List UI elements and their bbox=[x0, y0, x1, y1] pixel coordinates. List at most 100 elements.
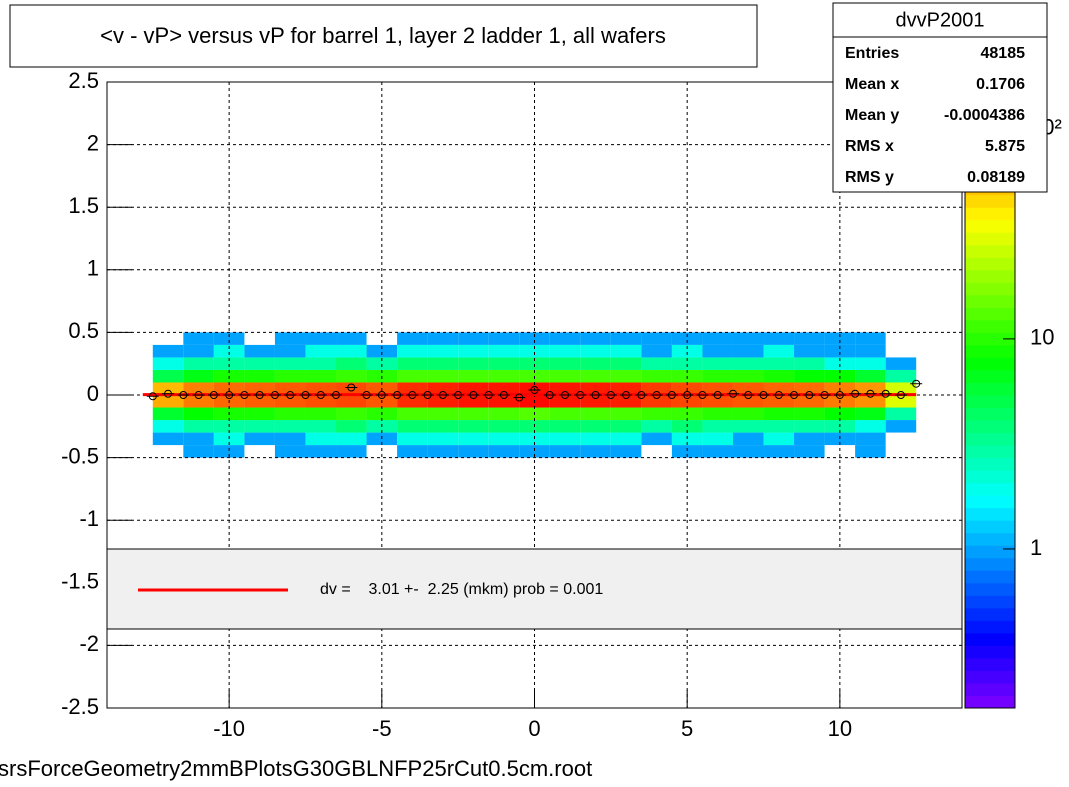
heatmap-cell bbox=[763, 382, 795, 395]
heatmap-cell bbox=[427, 332, 459, 345]
palette-band bbox=[965, 620, 1015, 634]
profile-point bbox=[316, 391, 325, 399]
heatmap-cell bbox=[488, 357, 520, 370]
stats-box bbox=[832, 2, 1048, 193]
heatmap-cell bbox=[274, 432, 306, 446]
y-tick-label: 1 bbox=[87, 256, 99, 281]
heatmap-cell bbox=[610, 432, 642, 446]
profile-point bbox=[438, 391, 447, 399]
heatmap-cell bbox=[305, 357, 337, 370]
profile-point bbox=[515, 393, 524, 402]
heatmap-cell bbox=[732, 432, 764, 446]
heatmap-cell bbox=[458, 420, 489, 433]
heatmap-cell bbox=[183, 445, 214, 458]
profile-point bbox=[881, 389, 890, 398]
heatmap-cell bbox=[274, 332, 306, 345]
x-tick-label: 0 bbox=[528, 716, 540, 741]
palette-band bbox=[965, 307, 1015, 321]
heatmap-cell bbox=[244, 357, 275, 370]
heatmap-cell bbox=[794, 369, 825, 383]
heatmap-cell bbox=[397, 432, 428, 446]
heatmap-cell bbox=[488, 344, 520, 358]
heatmap-cell bbox=[732, 369, 764, 383]
palette-band bbox=[965, 470, 1015, 484]
heatmap-cell bbox=[824, 357, 856, 370]
heatmap-cell bbox=[305, 432, 337, 446]
heatmap-cell bbox=[671, 332, 703, 345]
heatmap-cell bbox=[549, 369, 581, 383]
heatmap-cell bbox=[213, 357, 245, 370]
heatmap-cell bbox=[641, 382, 672, 395]
heatmap-cell bbox=[274, 382, 306, 395]
profile-point bbox=[332, 391, 341, 399]
heatmap-cell bbox=[794, 420, 825, 433]
heatmap-cell bbox=[641, 357, 672, 370]
heatmap-cell bbox=[397, 420, 428, 433]
heatmap-cell bbox=[397, 382, 428, 395]
heatmap-cell bbox=[244, 395, 275, 408]
palette-band bbox=[965, 495, 1015, 509]
heatmap-cell bbox=[183, 369, 214, 383]
heatmap-cell bbox=[488, 420, 520, 433]
profile-point bbox=[454, 391, 463, 399]
palette-band bbox=[965, 445, 1015, 459]
heatmap-cell bbox=[427, 344, 459, 358]
palette-band bbox=[965, 645, 1015, 659]
heatmap-cell bbox=[336, 357, 367, 370]
palette-band bbox=[965, 570, 1015, 584]
heatmap-cell bbox=[702, 357, 733, 370]
heatmap-cell bbox=[427, 420, 459, 433]
profile-point bbox=[683, 391, 692, 399]
palette-band bbox=[965, 482, 1015, 496]
profile-point bbox=[240, 391, 249, 399]
profile-point bbox=[774, 391, 783, 399]
palette-band bbox=[965, 382, 1015, 396]
heatmap-cell bbox=[549, 357, 581, 370]
palette-band bbox=[965, 545, 1015, 559]
heatmap-cell bbox=[274, 395, 306, 408]
heatmap-cell bbox=[855, 344, 886, 358]
heatmap-cell bbox=[824, 344, 856, 358]
heatmap-cell bbox=[458, 407, 489, 421]
profile-point bbox=[469, 391, 478, 399]
heatmap-cell bbox=[336, 382, 367, 395]
heatmap-cell bbox=[274, 445, 306, 458]
heatmap-cell bbox=[855, 445, 886, 458]
heatmap-cell bbox=[580, 407, 611, 421]
heatmap-cell bbox=[732, 357, 764, 370]
heatmap-cell bbox=[641, 395, 672, 408]
heatmap-cell bbox=[336, 332, 367, 345]
z-tick-label: 1 bbox=[1030, 535, 1042, 560]
heatmap-cell bbox=[794, 445, 825, 458]
palette-band bbox=[965, 207, 1015, 221]
heatmap-cell bbox=[488, 445, 520, 458]
heatmap-cell bbox=[610, 445, 642, 458]
z-tick-label: 10 bbox=[1030, 325, 1054, 350]
palette-band bbox=[965, 232, 1015, 246]
heatmap-cell bbox=[580, 332, 611, 345]
y-tick-label: -1.5 bbox=[61, 569, 99, 594]
heatmap-cell bbox=[732, 407, 764, 421]
heatmap-cell bbox=[702, 382, 733, 395]
heatmap-cell bbox=[152, 382, 184, 395]
heatmap-cell bbox=[397, 369, 428, 383]
profile-point bbox=[194, 391, 203, 399]
title-box bbox=[9, 4, 758, 68]
heatmap-cell bbox=[274, 407, 306, 421]
profile-point bbox=[637, 391, 646, 399]
heatmap-cell bbox=[763, 357, 795, 370]
heatmap-cell bbox=[305, 369, 337, 383]
palette-band bbox=[965, 632, 1015, 646]
profile-point bbox=[622, 391, 631, 399]
heatmap-cell bbox=[458, 382, 489, 395]
profile-point bbox=[759, 391, 768, 399]
heatmap-cell bbox=[794, 382, 825, 395]
heatmap-cell bbox=[671, 357, 703, 370]
heatmap-cell bbox=[183, 395, 214, 408]
heatmap-cell bbox=[519, 357, 550, 370]
profile-point bbox=[713, 391, 722, 399]
heatmap-cell bbox=[763, 332, 795, 345]
palette-band bbox=[965, 269, 1015, 283]
profile-point bbox=[851, 389, 860, 398]
